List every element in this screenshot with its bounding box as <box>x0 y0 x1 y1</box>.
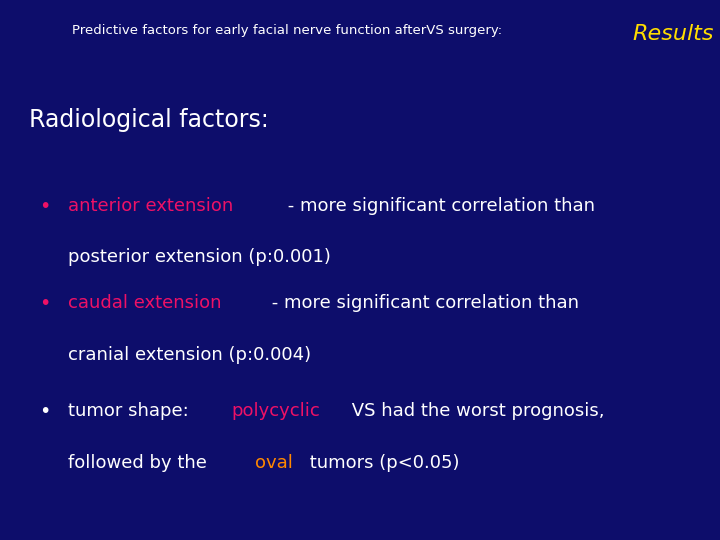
Text: •: • <box>40 197 51 216</box>
Text: polycyclic: polycyclic <box>232 402 320 420</box>
Text: posterior extension (p:0.001): posterior extension (p:0.001) <box>68 248 331 266</box>
Text: tumor shape:: tumor shape: <box>68 402 195 420</box>
Text: Results: Results <box>632 24 714 44</box>
Text: •: • <box>40 294 51 313</box>
Text: Predictive factors for early facial nerve function afterVS surgery:: Predictive factors for early facial nerv… <box>72 24 506 37</box>
Text: anterior extension: anterior extension <box>68 197 234 215</box>
Text: tumors (p<0.05): tumors (p<0.05) <box>304 454 459 471</box>
Text: - more significant correlation than: - more significant correlation than <box>266 294 580 312</box>
Text: VS had the worst prognosis,: VS had the worst prognosis, <box>346 402 605 420</box>
Text: followed by the: followed by the <box>68 454 213 471</box>
Text: cranial extension (p:0.004): cranial extension (p:0.004) <box>68 346 312 363</box>
Text: caudal extension: caudal extension <box>68 294 222 312</box>
Text: Radiological factors:: Radiological factors: <box>29 108 269 132</box>
Text: oval: oval <box>255 454 293 471</box>
Text: •: • <box>40 402 51 421</box>
Text: - more significant correlation than: - more significant correlation than <box>282 197 595 215</box>
